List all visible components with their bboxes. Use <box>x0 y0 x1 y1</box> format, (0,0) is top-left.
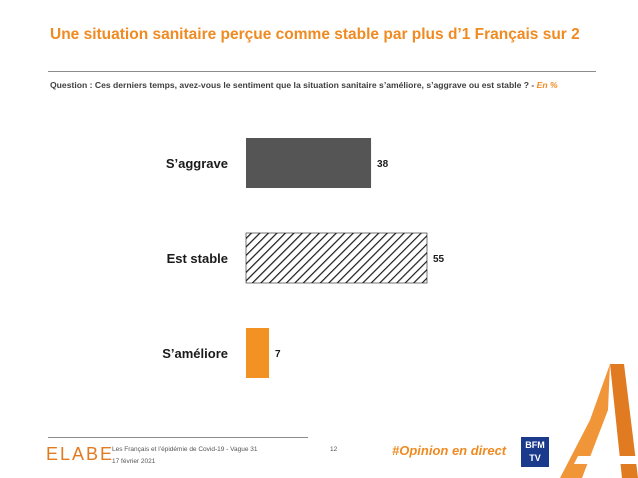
footer-divider <box>48 437 308 438</box>
question-text: Question : Ces derniers temps, avez-vous… <box>50 80 558 90</box>
page-number: 12 <box>330 446 338 453</box>
value-label: 7 <box>275 349 281 360</box>
bar-0 <box>246 138 372 188</box>
title-divider <box>48 71 596 72</box>
value-label: 55 <box>433 254 445 265</box>
bar-1 <box>245 232 428 284</box>
elabe-brand-mark <box>560 364 638 478</box>
elabe-logo: ELABE <box>46 444 115 464</box>
page-title: Une situation sanitaire perçue comme sta… <box>50 26 580 43</box>
unit-label: En % <box>536 80 558 90</box>
category-label: Est stable <box>167 251 228 266</box>
study-name: Les Français et l’épidémie de Covid-19 -… <box>112 446 258 453</box>
bars-group: S’aggrave 38 Est stable 55 S’améliore 7 <box>162 138 445 378</box>
hashtag-text: #Opinion en direct <box>392 443 507 458</box>
study-date: 17 février 2021 <box>112 458 156 465</box>
bar-2 <box>246 328 270 378</box>
bfm-tv-logo: BFM TV <box>521 437 549 467</box>
value-label: 38 <box>377 159 389 170</box>
category-label: S’aggrave <box>166 156 228 171</box>
category-label: S’améliore <box>162 346 228 361</box>
question-label: Question : Ces derniers temps, avez-vous… <box>50 80 537 90</box>
